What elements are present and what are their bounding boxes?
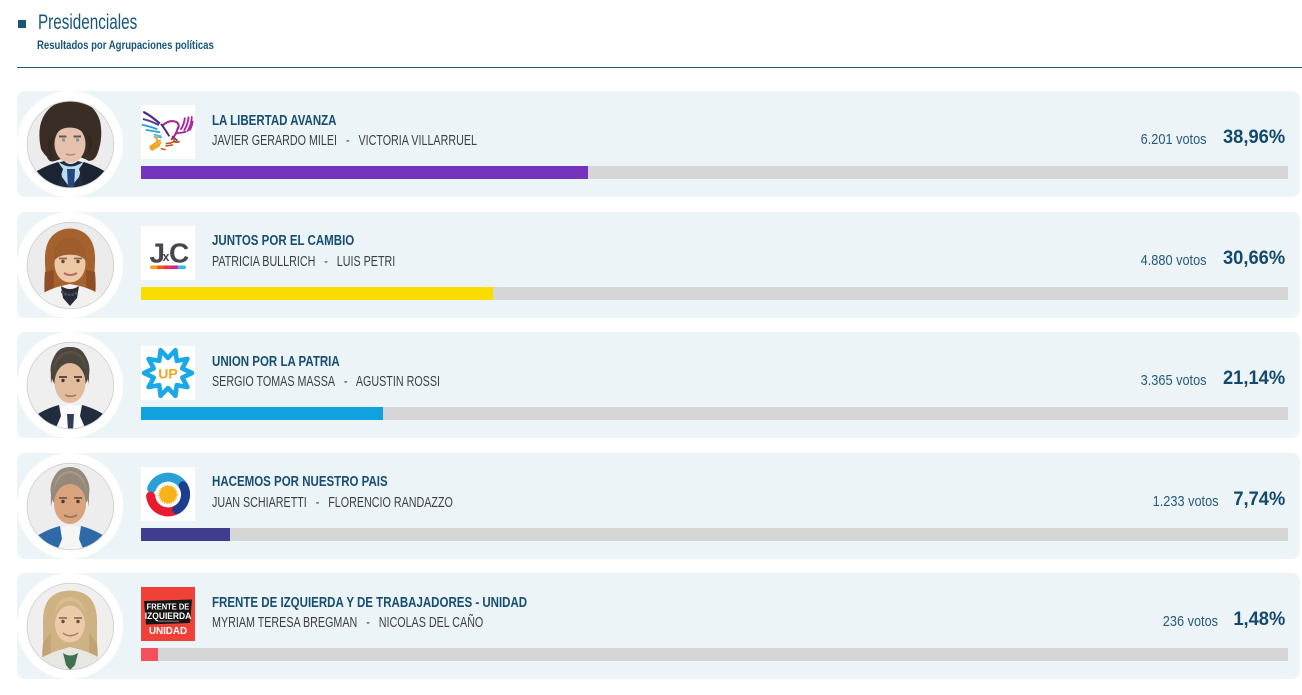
- svg-text:C: C: [169, 237, 189, 268]
- svg-text:UP: UP: [158, 366, 177, 382]
- svg-text:J: J: [150, 237, 166, 268]
- svg-text:x: x: [163, 250, 170, 264]
- svg-text:IZQUIERDA: IZQUIERDA: [145, 611, 192, 622]
- svg-text:UNIDAD: UNIDAD: [149, 626, 187, 637]
- svg-text:FRENTE DE: FRENTE DE: [147, 602, 190, 611]
